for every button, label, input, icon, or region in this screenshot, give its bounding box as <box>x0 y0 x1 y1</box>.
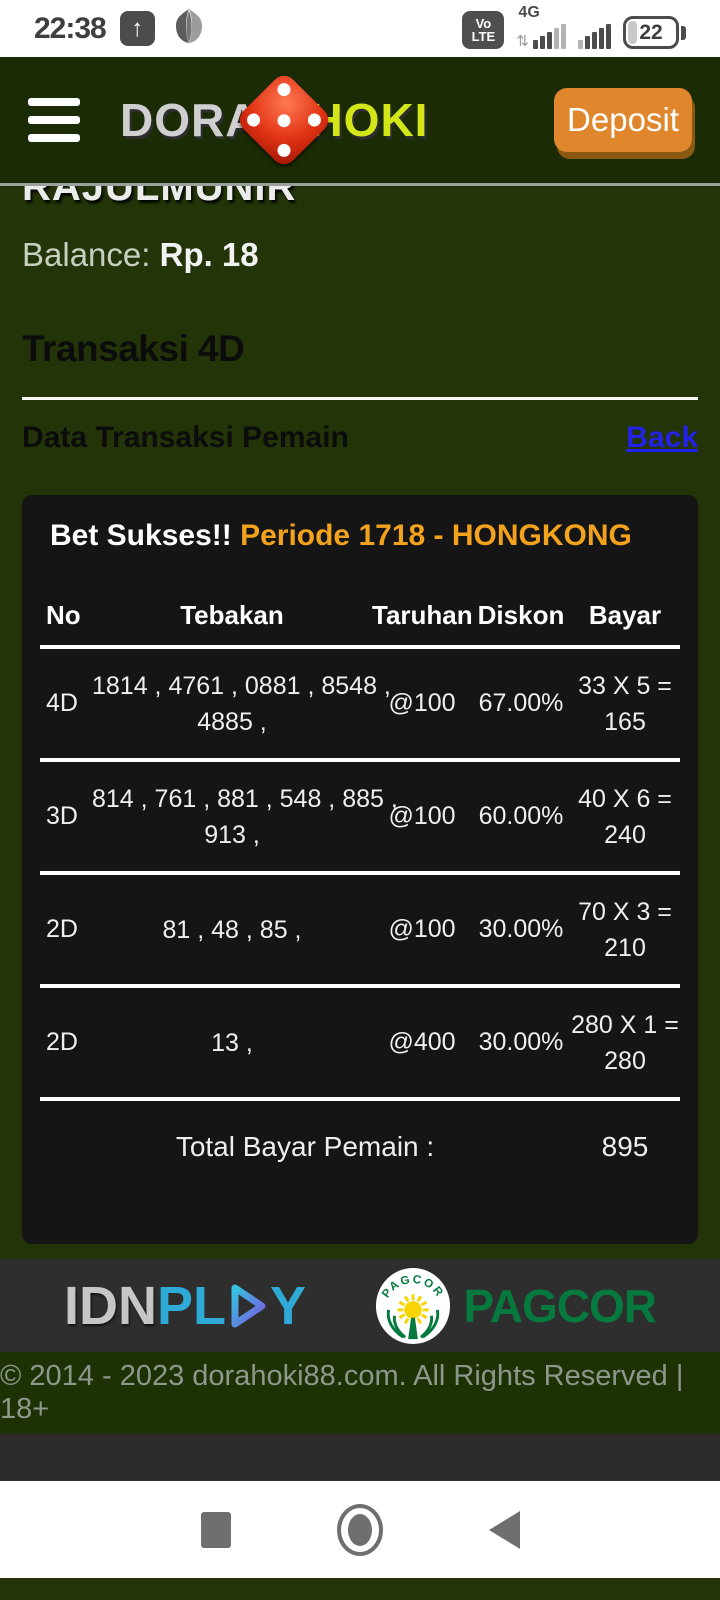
dorahoki-logo: DORA HOKI <box>120 70 429 170</box>
pagcor-logo: PAGCOR PAGCOR <box>374 1267 657 1345</box>
logo-text-hoki: HOKI <box>309 94 429 146</box>
upload-arrow-icon: ↑ <box>119 11 155 46</box>
table-header: No Tebakan Taruhan Diskon Bayar <box>46 599 662 630</box>
transaction-card: Bet Sukses!! Periode 1718 - HONGKONG No … <box>22 495 698 1244</box>
page-title: Transaksi 4D <box>22 328 245 369</box>
recents-button[interactable] <box>200 1511 231 1548</box>
deposit-button[interactable]: Deposit <box>554 88 692 152</box>
table-row: 4D 1814 , 4761 , 0881 , 8548 , 4885 , @1… <box>40 645 680 758</box>
footer-spacer <box>0 1434 720 1481</box>
balance: Balance: Rp. 18 <box>22 236 698 274</box>
bet-status: Bet Sukses!! <box>50 519 232 552</box>
pagcor-emblem-icon: PAGCOR <box>375 1267 450 1344</box>
home-button[interactable] <box>336 1503 383 1556</box>
battery-icon: 22 <box>623 16 686 49</box>
table-row: 2D 13 , @400 30.00% 280 X 1 = 280 <box>40 984 680 1097</box>
period-market: Periode 1718 - HONGKONG <box>240 519 632 552</box>
total-row: Total Bayar Pemain : 895 <box>40 1097 680 1193</box>
app-header: DORA HOKI Deposit <box>0 57 720 186</box>
balance-value: Rp. 18 <box>159 236 259 273</box>
idnplay-logo: IDN PL Y <box>64 1275 307 1336</box>
back-link[interactable]: Back <box>626 421 698 454</box>
logo-text-dora: DORA <box>120 94 260 146</box>
clock: 22:38 <box>34 11 107 45</box>
android-nav-bar <box>0 1481 720 1578</box>
table-row: 2D 81 , 48 , 85 , @100 30.00% 70 X 3 = 2… <box>40 871 680 984</box>
signal-sim1-icon: 4G ⇅ <box>516 4 566 49</box>
page-content: RAJULMUNIR Balance: Rp. 18 Transaksi 4D … <box>0 164 720 1259</box>
menu-icon[interactable] <box>28 98 80 142</box>
copyright-band: © 2014 - 2023 dorahoki88.com. All Rights… <box>0 1352 720 1434</box>
total-value: 895 <box>601 1131 649 1162</box>
tulip-notification-icon <box>169 6 209 51</box>
total-label: Total Bayar Pemain : <box>175 1131 435 1162</box>
title-divider <box>22 397 698 400</box>
table-row: 3D 814 , 761 , 881 , 548 , 885 , 913 , @… <box>40 758 680 871</box>
section-label: Data Transaksi Pemain <box>22 421 349 454</box>
balance-label: Balance: <box>22 236 151 273</box>
signal-sim2-icon <box>578 8 611 49</box>
status-icons: Vo LTE 4G ⇅ 22 <box>462 4 686 49</box>
card-title: Bet Sukses!! Periode 1718 - HONGKONG <box>40 519 680 553</box>
copyright-text: © 2014 - 2023 dorahoki88.com. All Rights… <box>0 1360 684 1425</box>
play-triangle-icon <box>231 1284 266 1327</box>
status-bar: 22:38 ↑ Vo LTE 4G ⇅ 22 <box>0 0 720 57</box>
volte-icon: Vo LTE <box>462 11 505 49</box>
dice-icon <box>234 70 334 170</box>
partners-band: IDN PL Y PAGCOR <box>0 1259 720 1352</box>
back-button[interactable] <box>488 1510 520 1549</box>
